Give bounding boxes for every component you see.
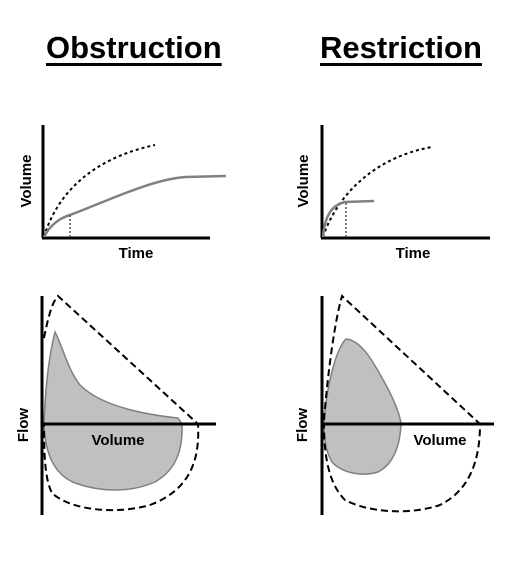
normal-loop bbox=[323, 294, 482, 513]
y-axis-label: Volume bbox=[295, 154, 312, 207]
flow-axis-label: Flow bbox=[294, 408, 311, 442]
y-axis-label: Volume bbox=[18, 154, 35, 207]
restrictive-curve bbox=[321, 199, 375, 238]
obstruction-flow-volume-plot: Flow Volume bbox=[15, 294, 216, 515]
flow-axis-label: Flow bbox=[15, 408, 32, 442]
inspiratory-curve bbox=[43, 423, 183, 491]
obstruction-volume-time-plot: Volume Time bbox=[18, 125, 227, 262]
normal-loop bbox=[43, 294, 200, 512]
inspiratory-curve bbox=[323, 423, 402, 475]
volume-axis-label: Volume bbox=[91, 432, 144, 449]
obstruction-title: Obstruction bbox=[46, 30, 222, 65]
obstructive-curve bbox=[42, 174, 227, 238]
restriction-flow-volume-plot: Flow Volume bbox=[294, 294, 494, 515]
normal-curve bbox=[43, 144, 156, 238]
expiratory-curve bbox=[323, 338, 402, 425]
volume-axis-label: Volume bbox=[413, 432, 466, 449]
x-axis-label: Time bbox=[396, 245, 431, 262]
x-axis-label: Time bbox=[119, 245, 154, 262]
expiratory-curve bbox=[43, 329, 184, 425]
restriction-volume-time-plot: Volume Time bbox=[295, 125, 490, 262]
normal-curve bbox=[322, 146, 433, 238]
restriction-title: Restriction bbox=[320, 30, 482, 65]
